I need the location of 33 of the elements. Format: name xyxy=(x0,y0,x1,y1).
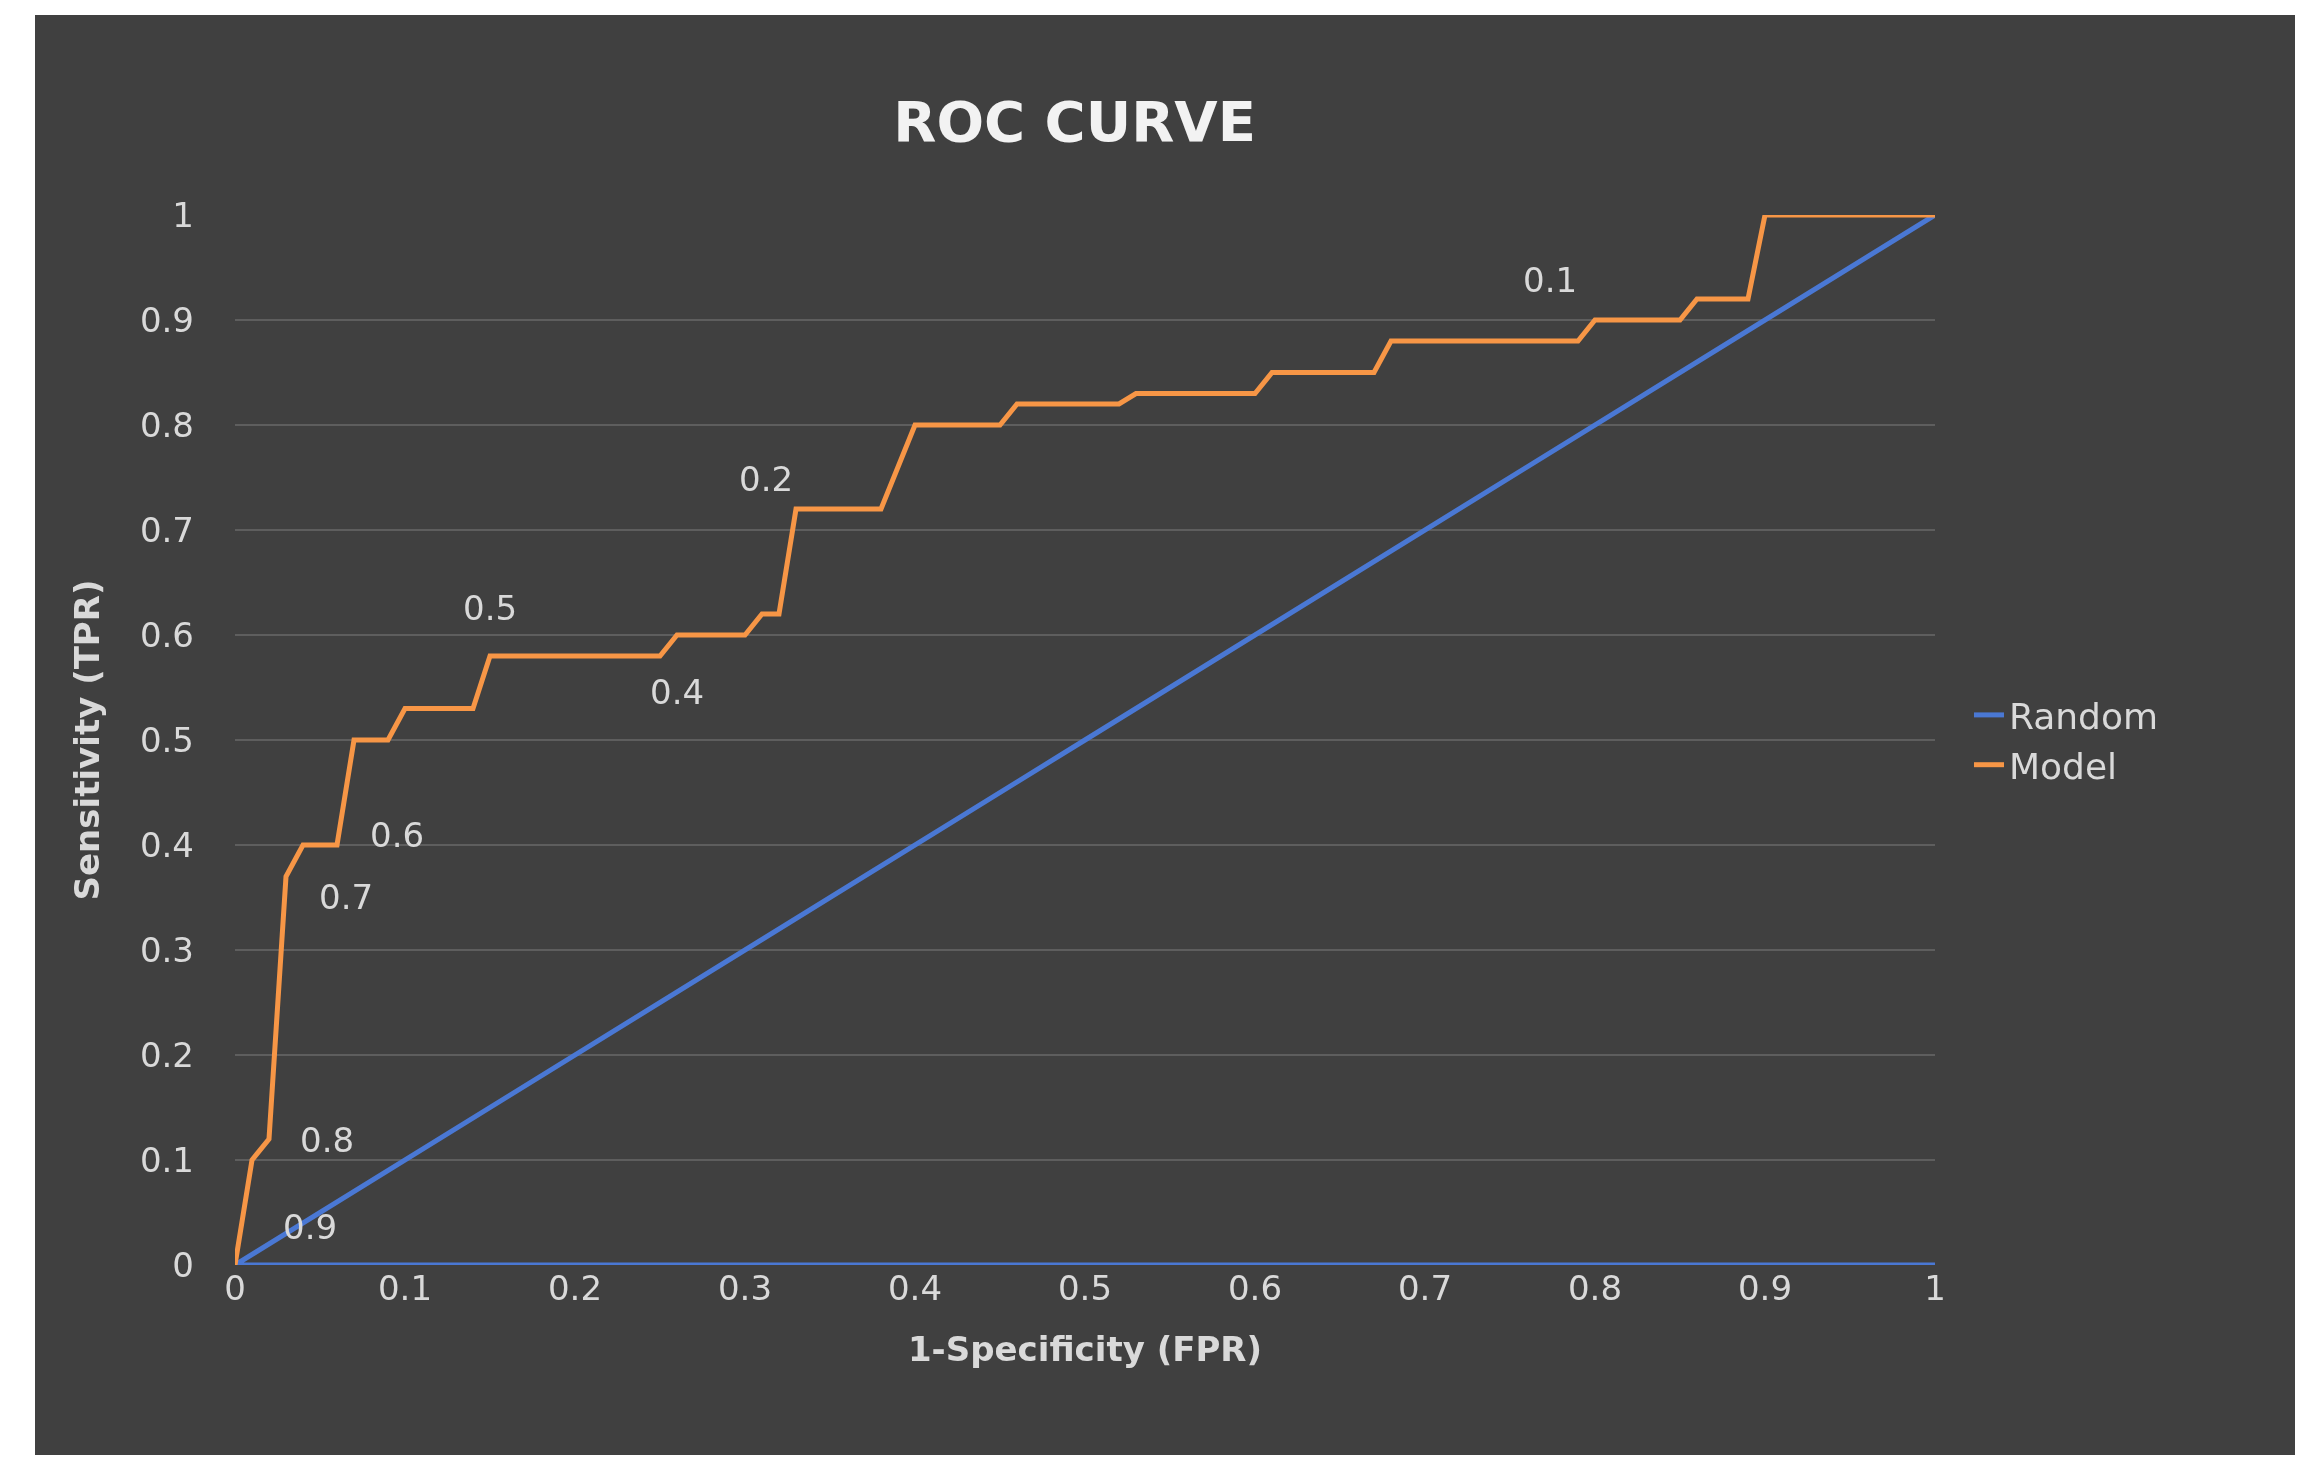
legend-label: Random xyxy=(2009,695,2159,737)
annotation: 0.7 xyxy=(319,877,374,917)
annotation: 0.4 xyxy=(650,672,705,712)
y-tick-label: 1 xyxy=(172,194,194,235)
x-tick-label: 0.6 xyxy=(1227,1268,1283,1308)
x-tick-label: 0.1 xyxy=(377,1268,433,1308)
y-axis-title: Sensitivity (TPR) xyxy=(66,579,107,901)
y-tick-label: 0.5 xyxy=(139,719,194,760)
y-tick-label: 0.8 xyxy=(139,404,194,445)
x-tick-label: 0.3 xyxy=(717,1268,773,1308)
chart-title: ROC CURVE xyxy=(893,88,1256,154)
y-tick-label: 0.2 xyxy=(139,1034,194,1075)
y-tick-label: 0.9 xyxy=(139,299,194,340)
x-tick-label: 0.8 xyxy=(1567,1268,1623,1308)
y-tick-label: 0.1 xyxy=(139,1139,194,1180)
x-axis-title: 1-Specificity (FPR) xyxy=(907,1329,1263,1370)
y-tick-label: 0.4 xyxy=(139,824,194,865)
annotation: 0.8 xyxy=(300,1120,355,1160)
annotation: 0.2 xyxy=(739,459,794,499)
annotation: 0.1 xyxy=(1523,260,1578,300)
legend-label: Model xyxy=(2009,745,2118,787)
x-tick-label: 0.4 xyxy=(887,1268,943,1308)
x-tick-label: 0.9 xyxy=(1737,1268,1793,1308)
annotation: 0.6 xyxy=(370,815,425,855)
y-tick-label: 0.3 xyxy=(139,929,194,970)
annotation: 0.5 xyxy=(463,588,518,628)
y-tick-label: 0.6 xyxy=(139,614,194,655)
x-tick-label: 1 xyxy=(1924,1268,1946,1308)
x-tick-label: 0.7 xyxy=(1397,1268,1453,1308)
x-tick-label: 0.5 xyxy=(1057,1268,1113,1308)
x-tick-label: 0.2 xyxy=(547,1268,603,1308)
y-tick-label: 0.7 xyxy=(139,509,194,550)
x-tick-label: 0 xyxy=(224,1268,246,1308)
